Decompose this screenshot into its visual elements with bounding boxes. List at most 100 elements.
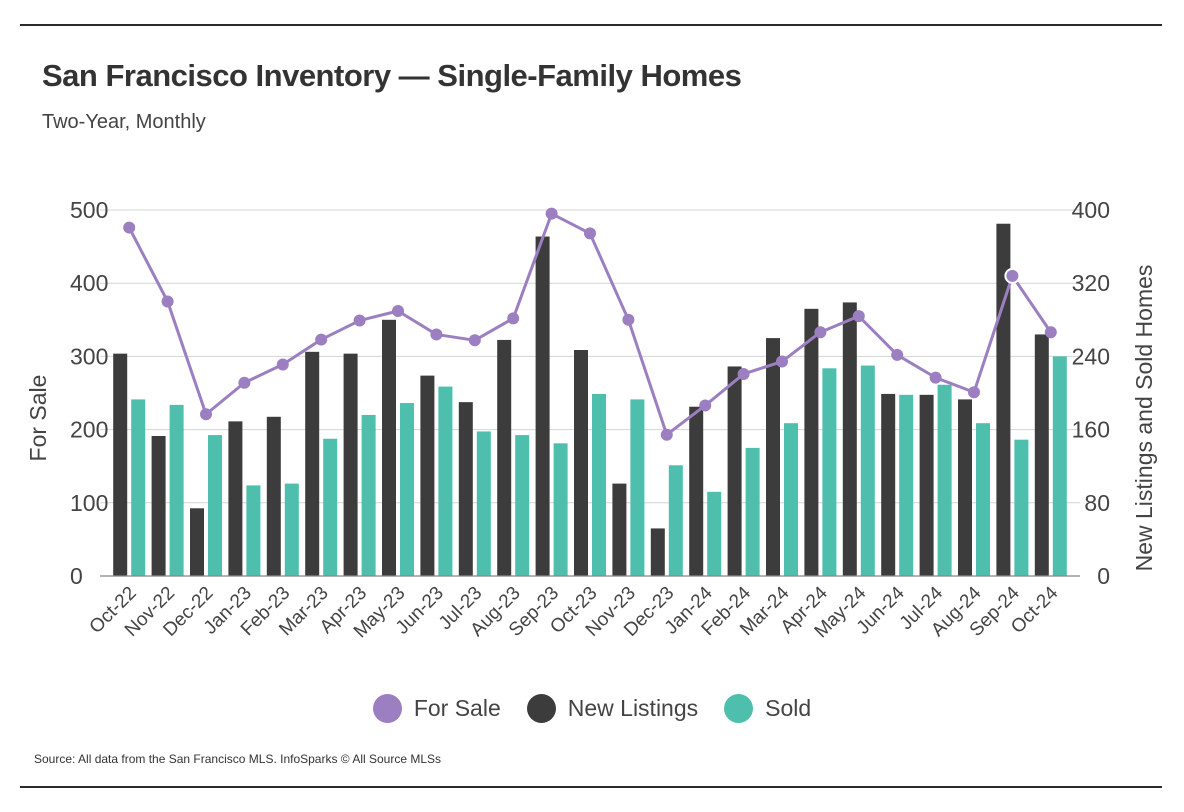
sold-bar[interactable] (438, 386, 453, 576)
sold-bar[interactable] (899, 394, 914, 576)
new-listings-bar[interactable] (458, 402, 473, 576)
sold-bar[interactable] (745, 447, 760, 576)
source-note: Source: All data from the San Francisco … (34, 752, 442, 766)
for-sale-point[interactable] (660, 428, 673, 441)
new-listings-bar[interactable] (497, 339, 512, 576)
for-sale-point[interactable] (545, 207, 558, 220)
for-sale-point[interactable] (200, 408, 212, 421)
sold-bar[interactable] (323, 438, 338, 576)
y-right-tick-label: 240 (1072, 343, 1110, 369)
new-listings-bar[interactable] (689, 406, 704, 576)
for-sale-point[interactable] (315, 333, 328, 346)
new-listings-bar[interactable] (343, 353, 358, 576)
new-listings-bar[interactable] (1034, 334, 1049, 576)
new-listings-bar[interactable] (574, 349, 588, 576)
y-left-tick-label: 400 (70, 270, 108, 296)
for-sale-point[interactable] (584, 227, 596, 240)
sold-bar[interactable] (246, 485, 261, 576)
for-sale-point[interactable] (353, 314, 366, 327)
sold-bar[interactable] (592, 393, 606, 576)
for-sale-point[interactable] (852, 310, 865, 323)
sold-bar[interactable] (707, 491, 722, 576)
y-right-tick-label: 400 (1072, 197, 1110, 223)
for-sale-point[interactable] (737, 367, 750, 380)
y-right-tick-label: 160 (1072, 417, 1110, 443)
sold-bar[interactable] (400, 403, 414, 576)
sold-bar[interactable] (515, 435, 530, 576)
sold-bar[interactable] (284, 483, 299, 576)
for-sale-point[interactable] (161, 295, 174, 308)
sold-bar[interactable] (553, 443, 568, 576)
sold-bar[interactable] (668, 465, 683, 576)
new-listings-bar[interactable] (766, 338, 780, 576)
new-listings-bar[interactable] (228, 421, 243, 576)
sold-bar[interactable] (630, 399, 645, 576)
for-sale-point[interactable] (430, 328, 443, 341)
new-listings-bar[interactable] (420, 375, 435, 576)
for-sale-point[interactable] (891, 348, 904, 361)
new-listings-bar[interactable] (804, 308, 819, 576)
bottom-rule (20, 786, 1162, 788)
for-sale-point[interactable] (123, 221, 136, 234)
for-sale-point[interactable] (814, 326, 827, 339)
for-sale-line (123, 207, 1057, 441)
legend: For Sale New Listings Sold (0, 694, 1184, 723)
y-left-axis-title: For Sale (25, 375, 51, 462)
new-listings-bar[interactable] (919, 394, 934, 576)
new-listings-bar[interactable] (842, 302, 857, 576)
new-listings-bar[interactable] (113, 353, 128, 576)
legend-item-for-sale[interactable]: For Sale (372, 694, 501, 723)
y-left-tick-label: 100 (70, 490, 108, 516)
y-left-tick-label: 300 (70, 343, 108, 369)
for-sale-point[interactable] (622, 313, 635, 326)
legend-label-for-sale: For Sale (413, 695, 501, 721)
for-sale-point[interactable] (1004, 267, 1021, 284)
new-listings-bar[interactable] (151, 436, 166, 576)
sold-bar[interactable] (1014, 439, 1029, 576)
sold-bar[interactable] (169, 404, 184, 576)
new-listings-bar[interactable] (535, 236, 550, 576)
sold-bar[interactable] (937, 384, 952, 576)
sold-bar[interactable] (860, 365, 875, 576)
for-sale-point[interactable] (968, 386, 980, 399)
new-listings-bar[interactable] (305, 351, 320, 576)
for-sale-point[interactable] (392, 305, 404, 318)
y-right-tick-label: 0 (1097, 563, 1110, 589)
for-sale-point[interactable] (276, 358, 289, 371)
sold-bar[interactable] (784, 423, 798, 576)
new-listings-bar[interactable] (881, 393, 896, 576)
for-sale-point[interactable] (929, 371, 942, 384)
chart-subtitle: Two-Year, Monthly (42, 111, 206, 133)
sold-bar[interactable] (822, 368, 837, 576)
for-sale-point[interactable] (1044, 326, 1057, 339)
new-listings-bar[interactable] (190, 508, 204, 576)
legend-item-new-listings[interactable]: New Listings (526, 694, 699, 723)
axes: 0100200300400500080160240320400Oct-22Nov… (70, 197, 1110, 642)
sold-bar[interactable] (476, 431, 491, 576)
sold-bar[interactable] (976, 423, 990, 576)
sold-bar[interactable] (361, 414, 376, 576)
bars (113, 223, 1067, 576)
for-sale-point[interactable] (468, 334, 481, 347)
new-listings-bar[interactable] (266, 416, 281, 576)
new-listings-bar[interactable] (727, 366, 742, 576)
legend-item-sold[interactable]: Sold (724, 694, 811, 723)
sold-bar[interactable] (208, 435, 222, 576)
legend-label-new-listings: New Listings (567, 695, 699, 721)
new-listings-bar[interactable] (650, 528, 665, 576)
new-listings-bar[interactable] (612, 483, 627, 576)
new-listings-bar[interactable] (958, 399, 972, 576)
for-sale-point[interactable] (238, 376, 251, 389)
gridlines (100, 209, 1080, 504)
sold-bar[interactable] (1052, 356, 1067, 576)
for-sale-point[interactable] (699, 399, 712, 412)
for-sale-point[interactable] (507, 312, 520, 325)
chart-title: San Francisco Inventory — Single-Family … (42, 58, 742, 93)
top-rule (20, 24, 1162, 26)
sold-bar[interactable] (131, 399, 146, 576)
for-sale-point[interactable] (776, 355, 788, 368)
new-listings-swatch-icon (526, 694, 556, 723)
new-listings-bar[interactable] (382, 319, 396, 576)
